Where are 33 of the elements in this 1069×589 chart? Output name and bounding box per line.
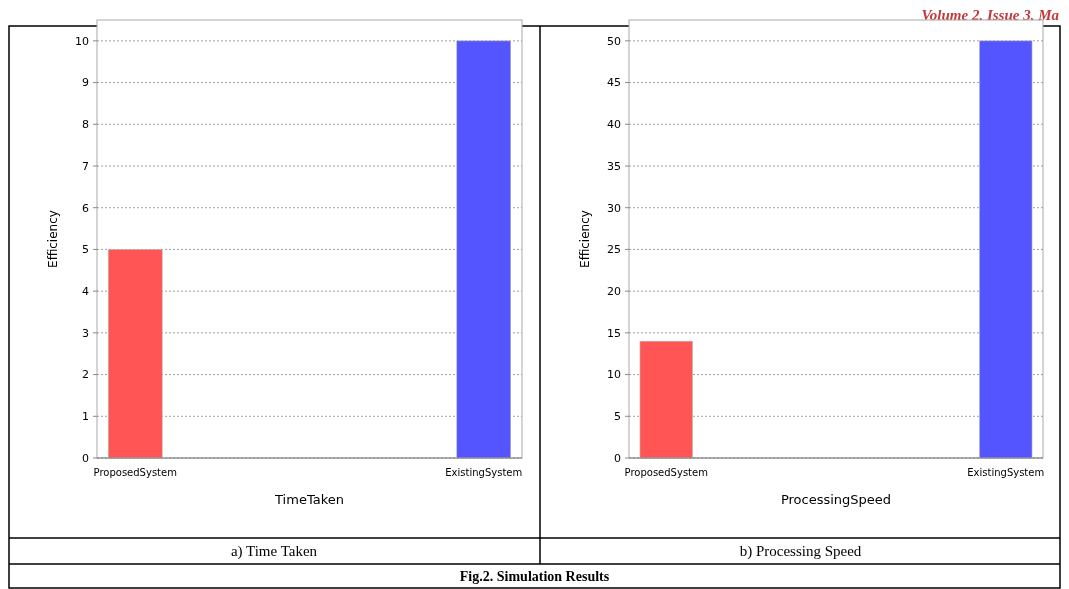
x-axis-title: TimeTaken (274, 492, 344, 507)
y-tick-label: 15 (607, 326, 621, 340)
y-tick-label: 9 (82, 76, 89, 90)
text: b) Processing Speed (739, 543, 862, 560)
text: a) Time Taken (230, 543, 318, 560)
y-tick-label: 0 (614, 451, 621, 465)
y-tick-label: 10 (75, 34, 89, 48)
y-tick-label: 10 (607, 368, 621, 382)
y-tick-label: 2 (82, 368, 89, 382)
y-tick-label: 20 (607, 284, 621, 298)
y-tick-label: 5 (614, 410, 621, 424)
y-axis-title: Efficiency (46, 210, 60, 268)
y-tick-label: 35 (607, 159, 621, 173)
y-tick-label: 50 (607, 34, 621, 48)
y-tick-label: 6 (82, 201, 89, 215)
y-tick-label: 0 (82, 451, 89, 465)
y-tick-label: 5 (82, 243, 89, 257)
y-tick-label: 3 (82, 326, 89, 340)
y-tick-label: 4 (82, 284, 89, 298)
y-tick-label: 7 (82, 159, 89, 173)
caption: Fig.2. Simulation Results (459, 569, 610, 584)
y-tick-label: 40 (607, 118, 621, 132)
x-tick-label: ProposedSystem (93, 467, 177, 478)
y-tick-label: 1 (82, 410, 89, 424)
x-tick-label: ProposedSystem (624, 467, 708, 478)
y-tick-label: 30 (607, 201, 621, 215)
x-tick-label: ExistingSystem (967, 467, 1045, 478)
x-axis-title: ProcessingSpeed (780, 492, 892, 507)
y-tick-label: 45 (607, 76, 621, 90)
y-axis-title: Efficiency (578, 210, 592, 268)
y-tick-label: 8 (82, 118, 89, 132)
y-tick-label: 25 (607, 243, 621, 257)
x-tick-label: ExistingSystem (445, 467, 523, 478)
